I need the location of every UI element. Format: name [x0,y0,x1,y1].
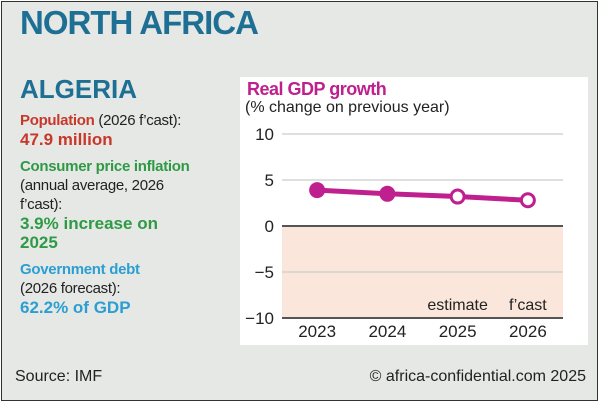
data-point [519,192,536,209]
data-point [379,185,396,202]
x-tick-label: 2024 [368,322,406,341]
annotation-label: estimate [427,297,488,314]
x-tick-label: 2025 [439,322,477,341]
fact-value: 62.2% of GDP [20,298,131,317]
fact-inflation: Consumer price inflation (annual average… [20,157,240,253]
facts-list: Population (2026 f’cast): 47.9 million C… [20,111,240,325]
fact-debt: Government debt (2026 forecast): 62.2% o… [20,260,240,318]
chart-subtitle: (% change on previous year) [245,99,450,116]
source-note: Source: IMF [15,368,103,385]
fact-note: (2026 f’cast): [94,112,182,129]
country-title: ALGERIA [20,74,137,104]
y-tick-label: −10 [245,309,274,328]
fact-value: 3.9% increase on 2025 [20,214,158,252]
y-tick-label: 5 [265,171,274,190]
data-point [449,188,466,205]
fact-population: Population (2026 f’cast): 47.9 million [20,111,240,150]
data-point [309,182,326,199]
fact-note: (2026 forecast): [20,280,121,297]
chart-title: Real GDP growth [247,79,387,99]
fact-value: 47.9 million [20,130,113,149]
series-line [316,187,529,203]
fact-label: Population [20,112,95,129]
x-tick-label: 2023 [298,322,336,341]
fact-note: (annual average, 2026 f’cast): [20,177,164,213]
y-tick-label: 10 [255,125,274,144]
copyright: © africa-confidential.com 2025 [369,368,586,385]
annotation-label: f’cast [509,297,547,314]
x-tick-label: 2026 [509,322,547,341]
fact-label: Government debt [20,261,140,278]
fact-label: Consumer price inflation [20,158,190,175]
y-tick-label: 0 [265,217,274,236]
y-tick-label: −5 [255,263,274,282]
region-title: NORTH AFRICA [20,4,259,41]
